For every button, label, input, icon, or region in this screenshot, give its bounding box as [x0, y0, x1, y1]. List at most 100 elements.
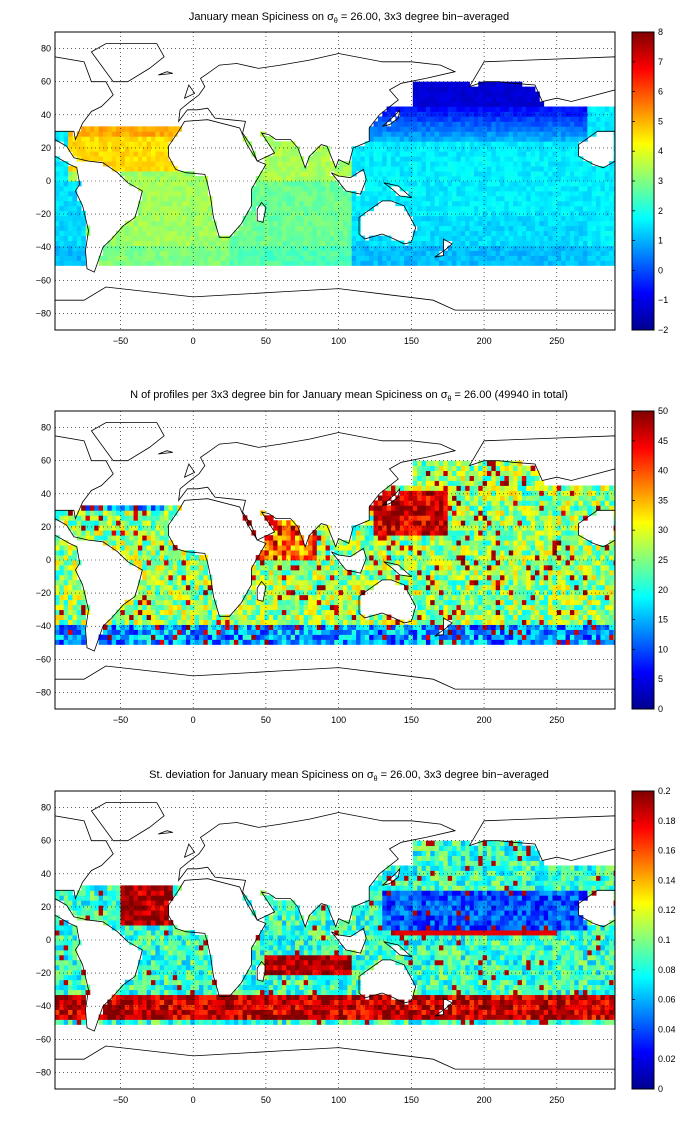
- heatmap-cell: [120, 255, 126, 261]
- heatmap-cell: [412, 116, 418, 122]
- heatmap-cell: [312, 604, 318, 611]
- heatmap-cell: [434, 210, 440, 217]
- heatmap-cell: [273, 560, 278, 566]
- heatmap-cell: [251, 569, 257, 576]
- heatmap-cell: [286, 235, 292, 241]
- heatmap-cell: [111, 545, 117, 551]
- heatmap-cell: [277, 240, 283, 246]
- heatmap-cell: [273, 195, 278, 202]
- heatmap-cell: [111, 156, 117, 162]
- heatmap-cell: [535, 200, 540, 207]
- heatmap-cell: [473, 176, 479, 182]
- heatmap-cell: [399, 530, 405, 536]
- heatmap-cell: [604, 106, 610, 112]
- heatmap-cell: [199, 250, 204, 256]
- heatmap-cell: [72, 250, 78, 256]
- heatmap-cell: [404, 525, 409, 531]
- heatmap-cell: [556, 235, 562, 241]
- heatmap-cell: [421, 101, 427, 107]
- heatmap-cell: [172, 225, 178, 232]
- heatmap-cell: [552, 166, 558, 172]
- heatmap-cell: [181, 220, 187, 227]
- heatmap-cell: [565, 146, 571, 152]
- heatmap-cell: [517, 131, 523, 137]
- heatmap-cell: [251, 260, 257, 266]
- heatmap-cell: [260, 235, 265, 241]
- heatmap-cell: [72, 599, 78, 606]
- heatmap-cell: [295, 545, 300, 551]
- heatmap-cell: [181, 569, 187, 576]
- heatmap-cell: [146, 210, 152, 217]
- heatmap-cell: [439, 240, 444, 246]
- heatmap-cell: [111, 151, 117, 157]
- heatmap-cell: [177, 550, 182, 556]
- heatmap-cell: [530, 141, 536, 147]
- heatmap-cell: [212, 619, 217, 625]
- heatmap-cell: [412, 245, 418, 251]
- heatmap-cell: [181, 604, 187, 611]
- heatmap-cell: [552, 185, 558, 192]
- heatmap-cell: [120, 624, 126, 630]
- heatmap-cell: [124, 141, 130, 147]
- heatmap-cell: [133, 255, 139, 261]
- heatmap-cell: [430, 260, 436, 266]
- heatmap-cell: [216, 260, 222, 266]
- heatmap-cell: [137, 564, 143, 571]
- heatmap-cell: [155, 260, 161, 266]
- heatmap-cell: [574, 220, 580, 227]
- heatmap-cell: [129, 220, 134, 227]
- heatmap-cell: [460, 181, 466, 187]
- heatmap-cell: [491, 260, 497, 266]
- heatmap-cell: [325, 560, 331, 566]
- heatmap-cell: [434, 151, 440, 157]
- heatmap-cell: [177, 594, 182, 601]
- heatmap-cell: [596, 176, 601, 182]
- heatmap-cell: [465, 81, 470, 88]
- heatmap-cell: [273, 240, 278, 246]
- heatmap-cell: [399, 136, 405, 142]
- heatmap-cell: [68, 604, 73, 611]
- heatmap-cell: [129, 255, 134, 261]
- heatmap-cell: [417, 564, 422, 571]
- heatmap-cell: [303, 614, 309, 620]
- heatmap-cell: [408, 589, 414, 596]
- heatmap-cell: [168, 624, 174, 630]
- heatmap-cell: [491, 101, 497, 107]
- heatmap-cell: [408, 121, 414, 127]
- heatmap-cell: [417, 146, 422, 152]
- gridlines: [55, 32, 615, 330]
- heatmap-cell: [338, 166, 344, 172]
- heatmap-cell: [439, 146, 444, 152]
- heatmap-cell: [526, 116, 532, 122]
- heatmap-cell: [94, 151, 100, 157]
- heatmap-cell: [609, 126, 614, 132]
- heatmap-cell: [452, 210, 457, 217]
- heatmap-cell: [316, 574, 322, 581]
- heatmap-cell: [124, 136, 130, 142]
- heatmap-cell: [574, 215, 580, 222]
- heatmap-cell: [338, 589, 344, 596]
- heatmap-cell: [277, 609, 283, 616]
- heatmap-cell: [329, 210, 335, 217]
- heatmap-cell: [539, 240, 545, 246]
- heatmap-cell: [521, 250, 527, 256]
- heatmap-cell: [517, 255, 523, 261]
- heatmap-cell: [81, 126, 86, 132]
- heatmap-cell: [460, 240, 466, 246]
- heatmap-cell: [408, 579, 414, 586]
- heatmap-cell: [574, 205, 580, 212]
- heatmap-cell: [412, 126, 418, 132]
- heatmap-cell: [360, 195, 366, 202]
- heatmap-cell: [434, 131, 440, 137]
- heatmap-cell: [212, 235, 217, 241]
- heatmap-cell: [391, 171, 396, 177]
- heatmap-cell: [465, 250, 470, 256]
- heatmap-cell: [164, 240, 169, 246]
- heatmap-cell: [574, 230, 580, 237]
- heatmap-cell: [548, 185, 553, 192]
- heatmap-cell: [89, 141, 95, 147]
- heatmap-cell: [561, 185, 566, 192]
- heatmap-cell: [364, 161, 370, 167]
- heatmap-cell: [164, 579, 169, 586]
- heatmap-cell: [260, 569, 265, 576]
